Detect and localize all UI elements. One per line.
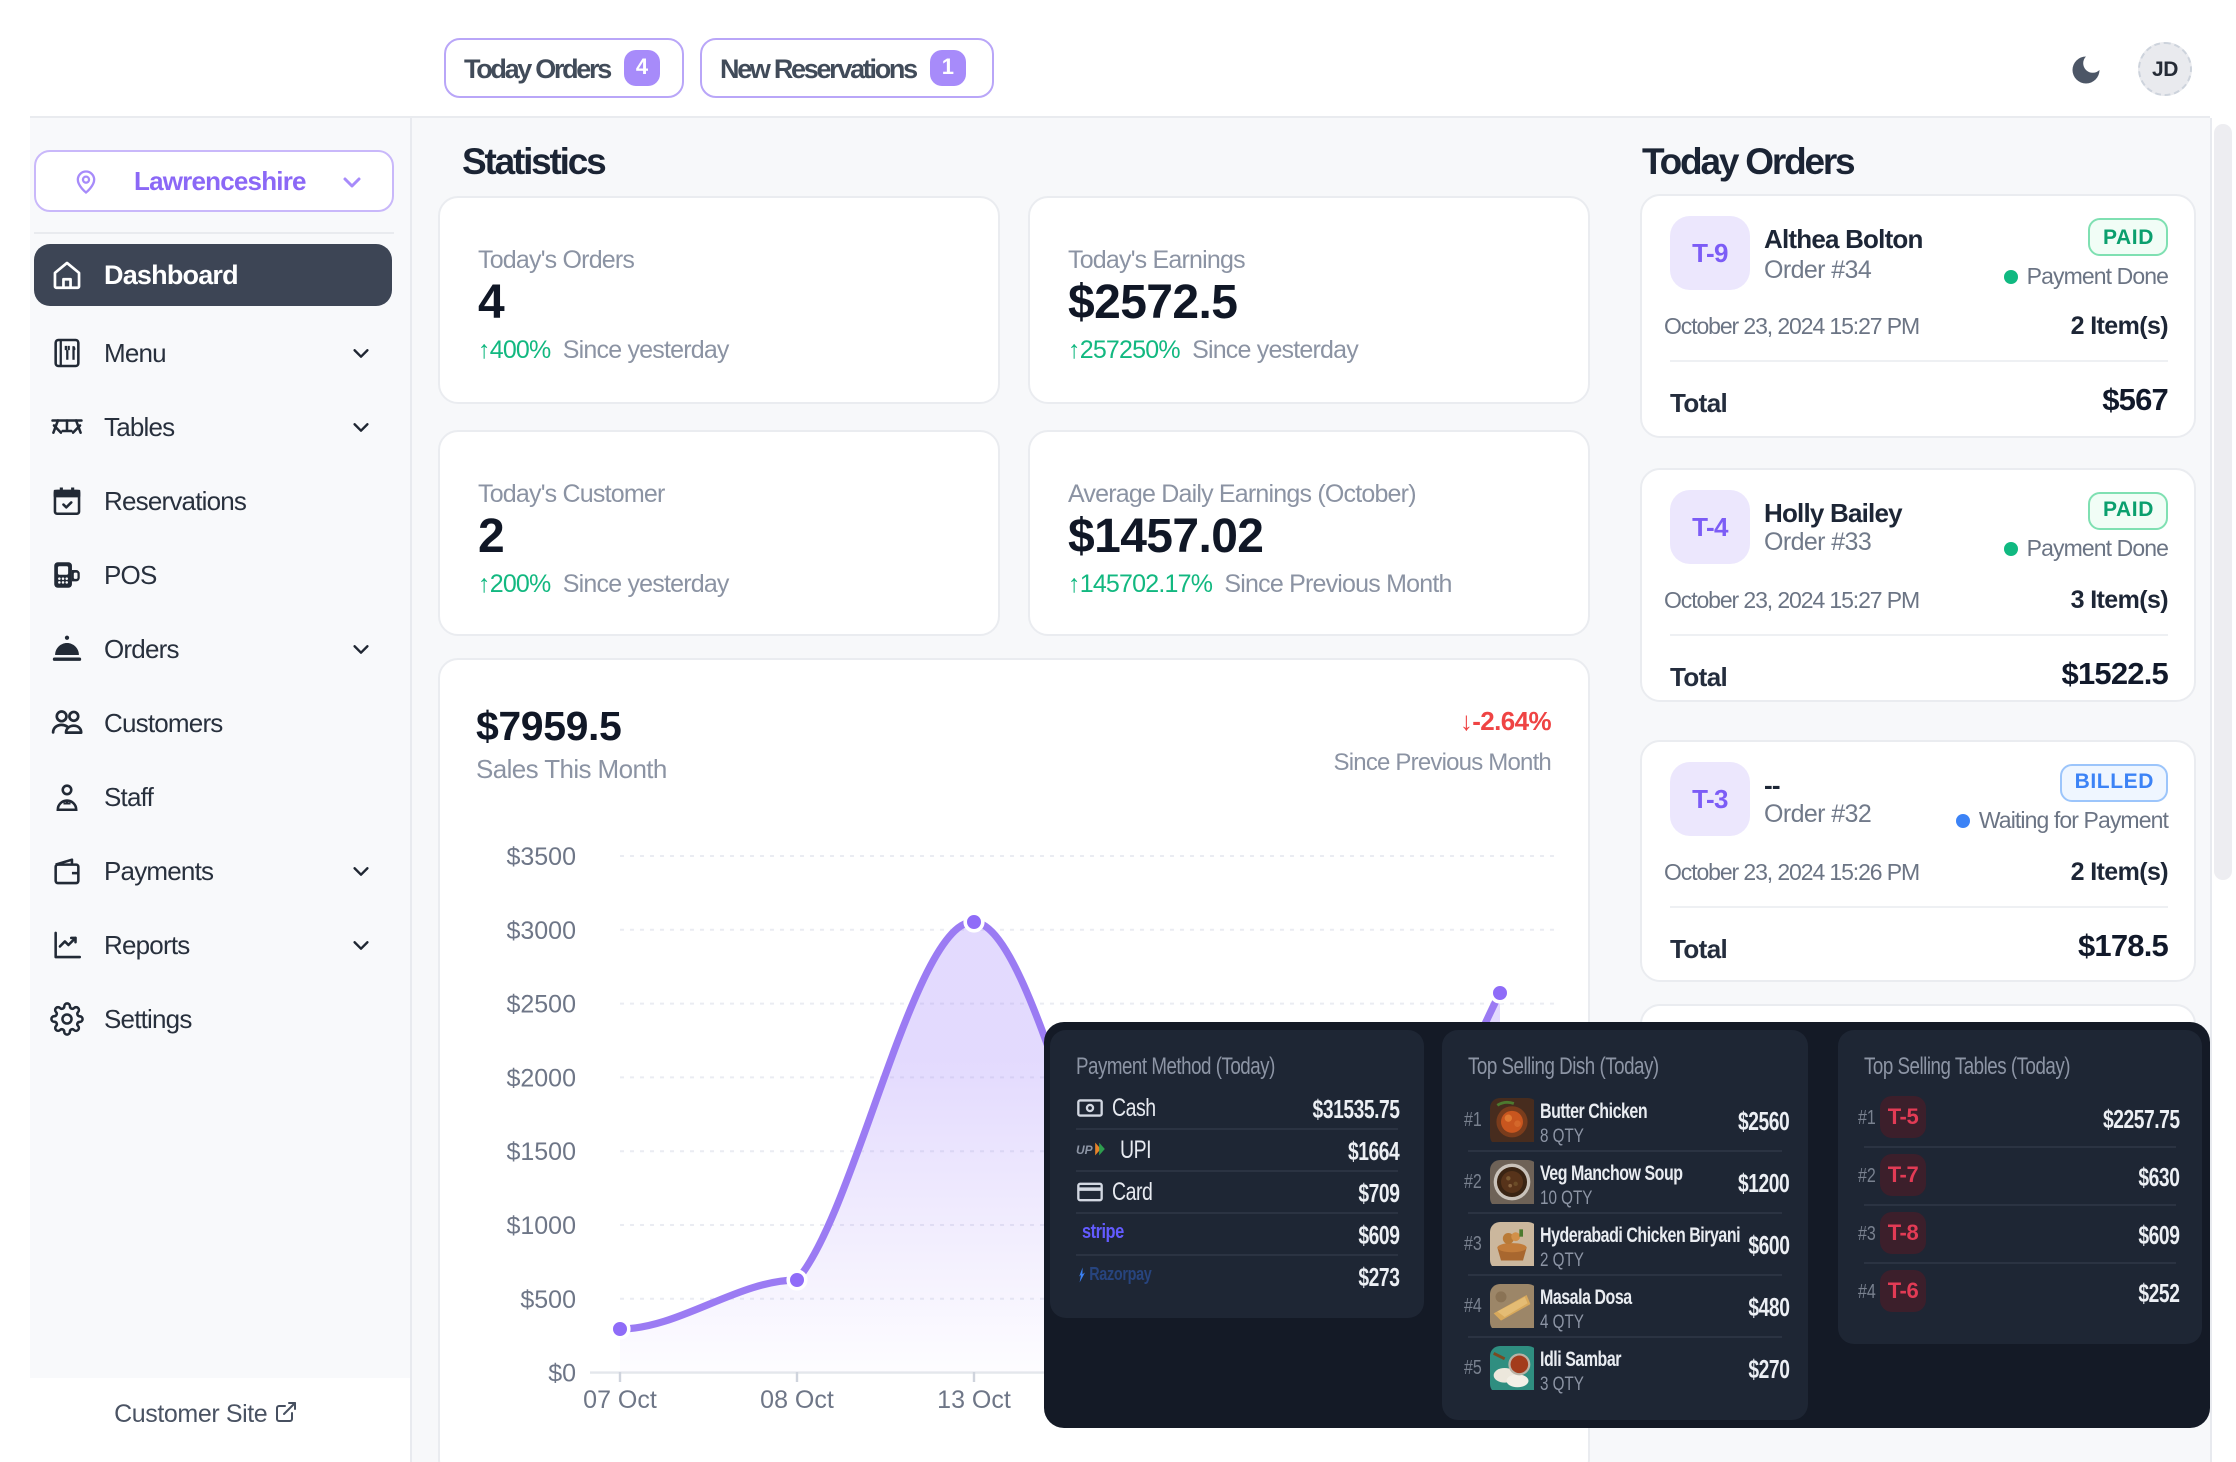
svg-text:$1000: $1000 (506, 1212, 576, 1240)
svg-text:$2500: $2500 (506, 991, 576, 1019)
svg-text:07 Oct: 07 Oct (583, 1386, 657, 1414)
svg-text:13 Oct: 13 Oct (937, 1386, 1011, 1414)
svg-text:$3500: $3500 (506, 843, 576, 871)
svg-text:$2000: $2000 (506, 1064, 576, 1092)
svg-text:$3000: $3000 (506, 917, 576, 945)
svg-text:UP: UP (1075, 1143, 1093, 1157)
svg-text:08 Oct: 08 Oct (760, 1386, 834, 1414)
svg-text:$1500: $1500 (506, 1138, 576, 1166)
svg-text:$0: $0 (548, 1360, 576, 1388)
svg-text:$500: $500 (520, 1286, 576, 1314)
